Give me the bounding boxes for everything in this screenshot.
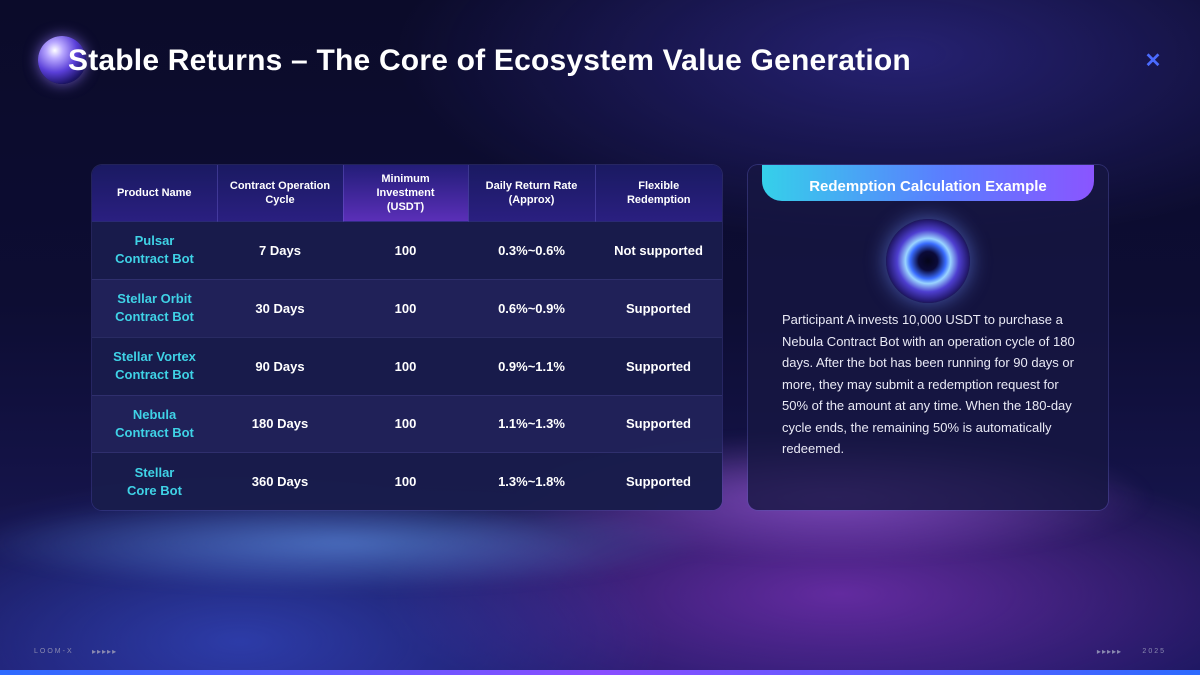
- cycle-cell: 30 Days: [217, 278, 343, 338]
- min-investment-cell: 100: [343, 221, 468, 280]
- redemption-example-card: Redemption Calculation Example Participa…: [748, 165, 1108, 510]
- daily-rate-cell: 0.3%~0.6%: [468, 221, 595, 280]
- table-row: Pulsar Contract Bot 7 Days 100 0.3%~0.6% …: [92, 221, 722, 280]
- min-investment-cell: 100: [343, 452, 468, 510]
- cycle-cell: 180 Days: [217, 394, 343, 453]
- redemption-example-text: Participant A invests 10,000 USDT to pur…: [782, 312, 1075, 456]
- redemption-cell: Supported: [595, 336, 722, 396]
- min-investment-cell: 100: [343, 336, 468, 396]
- redemption-cell: Supported: [595, 452, 722, 510]
- min-investment-cell: 100: [343, 394, 468, 453]
- product-name-cell: Stellar Orbit Contract Bot: [92, 278, 217, 338]
- orb-icon: [38, 36, 86, 84]
- cycle-cell: 90 Days: [217, 336, 343, 396]
- table-row: Nebula Contract Bot 180 Days 100 1.1%~1.3…: [92, 394, 722, 453]
- page-title: Stable Returns – The Core of Ecosystem V…: [68, 44, 911, 77]
- table-header-row: Product Name Contract Operation Cycle Min…: [92, 165, 722, 222]
- footer-arrows-left: ▸▸▸▸▸: [92, 647, 118, 656]
- header-contract-cycle: Contract Operation Cycle: [217, 165, 344, 222]
- header-minimum-investment: Minimum Investment (USDT): [343, 165, 469, 222]
- min-investment-cell: 100: [343, 278, 468, 338]
- vortex-icon: [886, 219, 970, 303]
- redemption-cell: Supported: [595, 394, 722, 453]
- product-table-card: Product Name Contract Operation Cycle Min…: [92, 165, 722, 510]
- daily-rate-cell: 1.1%~1.3%: [468, 394, 595, 453]
- redemption-cell: Not supported: [595, 221, 722, 280]
- header-daily-return-rate: Daily Return Rate (Approx): [468, 165, 596, 222]
- redemption-example-heading: Redemption Calculation Example: [762, 165, 1094, 201]
- redemption-cell: Supported: [595, 278, 722, 338]
- footer-year: 2025: [1142, 648, 1166, 655]
- footer-brand: LOOM-X: [34, 648, 74, 655]
- footer-arrows-right: ▸▸▸▸▸: [1096, 647, 1122, 656]
- product-name-cell: Stellar Core Bot: [92, 452, 217, 510]
- header-product-name: Product Name: [92, 165, 218, 222]
- product-name-cell: Nebula Contract Bot: [92, 394, 217, 453]
- daily-rate-cell: 1.3%~1.8%: [468, 452, 595, 510]
- header-flexible-redemption: Flexible Redemption: [595, 165, 722, 222]
- bottom-accent-strip: [0, 670, 1200, 675]
- product-name-cell: Stellar Vortex Contract Bot: [92, 336, 217, 396]
- double-x-logo-icon: ✕: [1144, 50, 1162, 72]
- product-table: Product Name Contract Operation Cycle Min…: [92, 165, 722, 510]
- cycle-cell: 360 Days: [217, 452, 343, 510]
- table-row: Stellar Orbit Contract Bot 30 Days 100 0.…: [92, 278, 722, 338]
- table-row: Stellar Core Bot 360 Days 100 1.3%~1.8% S…: [92, 452, 722, 510]
- daily-rate-cell: 0.9%~1.1%: [468, 336, 595, 396]
- table-row: Stellar Vortex Contract Bot 90 Days 100 0…: [92, 336, 722, 396]
- product-name-cell: Pulsar Contract Bot: [92, 221, 217, 280]
- cycle-cell: 7 Days: [217, 221, 343, 280]
- daily-rate-cell: 0.6%~0.9%: [468, 278, 595, 338]
